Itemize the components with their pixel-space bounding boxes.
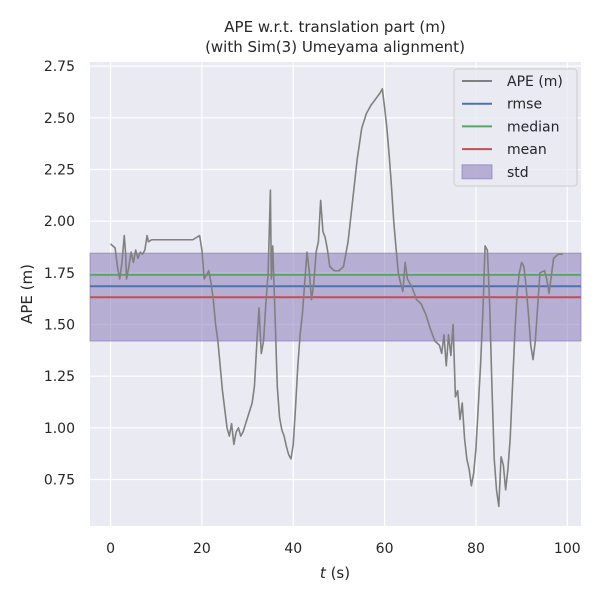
- chart-title-line1: APE w.r.t. translation part (m): [224, 18, 445, 36]
- x-axis-label: t (s): [320, 564, 350, 582]
- y-tick-label: 2.75: [44, 59, 75, 75]
- legend-label-mean: mean: [507, 142, 547, 158]
- ape-series-line: [110, 88, 563, 508]
- x-tick-label: 60: [376, 541, 394, 557]
- y-tick-label: 2.50: [44, 111, 75, 127]
- stat-lines: [90, 273, 581, 299]
- legend-label-ape: APE (m): [507, 74, 563, 90]
- x-axis-label-variable: t: [320, 564, 327, 582]
- y-tick-label: 2.00: [44, 214, 75, 230]
- y-tick-label: 2.25: [44, 162, 75, 178]
- y-tick-label: 1.00: [44, 421, 75, 437]
- legend-label-std: std: [507, 165, 529, 181]
- x-tick-label: 0: [106, 541, 115, 557]
- legend-label-rmse: rmse: [507, 97, 542, 113]
- y-tick-label: 0.75: [44, 472, 75, 488]
- x-axis-ticks: 0 20 40 60 80 100: [106, 541, 581, 557]
- x-tick-label: 80: [467, 541, 485, 557]
- x-tick-label: 40: [284, 541, 302, 557]
- chart-title-line2: (with Sim(3) Umeyama alignment): [205, 38, 465, 56]
- legend-swatch-std: [461, 164, 493, 180]
- y-axis-label: APE (m): [18, 264, 36, 324]
- x-tick-label: 20: [193, 541, 211, 557]
- legend-box: [453, 68, 578, 187]
- x-tick-label: 100: [554, 541, 581, 557]
- y-tick-label: 1.75: [44, 266, 75, 282]
- y-axis-ticks: 0.75 1.00 1.25 1.50 1.75 2.00 2.25 2.50 2.75: [44, 59, 75, 488]
- x-axis-label-unit: (s): [326, 564, 350, 582]
- legend: APE (m) rmse median mean std: [453, 68, 578, 187]
- y-tick-label: 1.25: [44, 369, 75, 385]
- y-tick-label: 1.50: [44, 317, 75, 333]
- legend-label-median: median: [507, 119, 559, 135]
